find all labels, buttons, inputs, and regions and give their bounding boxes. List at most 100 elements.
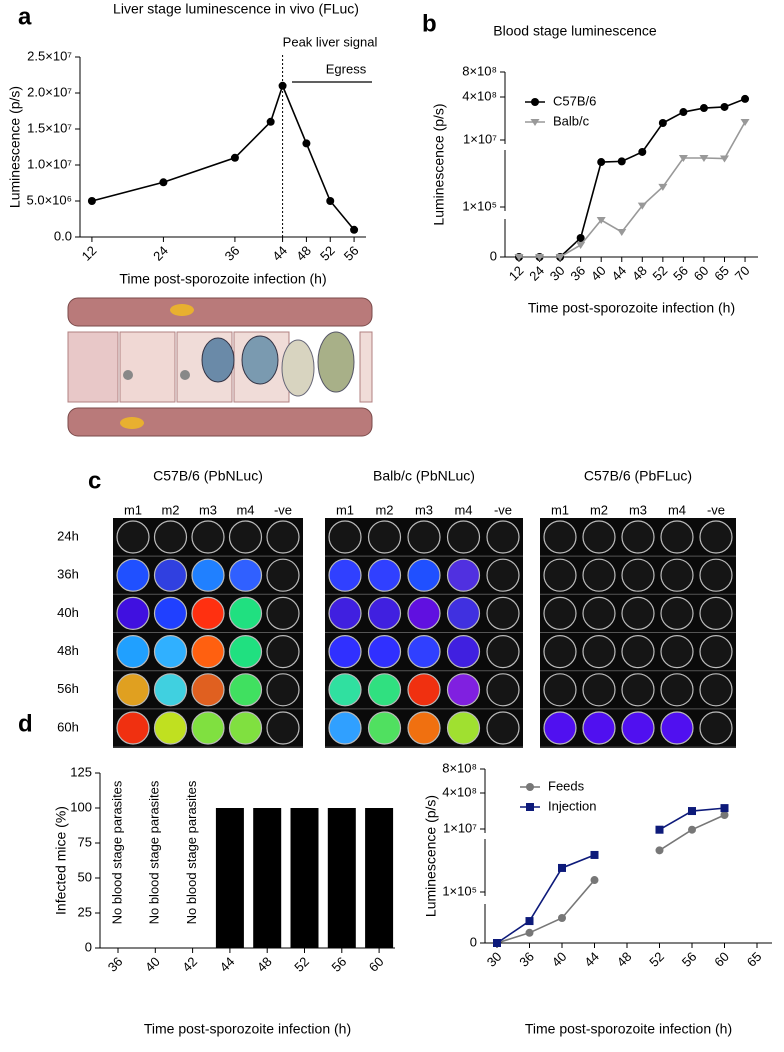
- panel-title: Balb/c (PbNLuc): [373, 468, 475, 484]
- well: [446, 634, 481, 669]
- well: [266, 596, 300, 631]
- well: [621, 596, 655, 631]
- marker: [590, 850, 599, 859]
- well: [543, 634, 577, 669]
- annotation: No blood stage parasites: [184, 780, 199, 924]
- well: [266, 673, 300, 707]
- well: [153, 558, 188, 592]
- x-tick-label: 30: [484, 949, 505, 970]
- x-tick-label: 60: [691, 263, 712, 284]
- y-tick-label: 2.5×10⁷: [27, 48, 72, 63]
- y-tick-label: 75: [78, 834, 92, 849]
- well: [228, 711, 263, 745]
- marker: [576, 242, 586, 249]
- y-tick-label: 1×10⁵: [442, 883, 477, 898]
- column-label: m1: [336, 502, 354, 517]
- hepatocyte: [67, 331, 119, 403]
- vessel: [67, 407, 373, 437]
- marker: [326, 197, 335, 205]
- well: [582, 711, 616, 745]
- kupffer-cell: [170, 304, 194, 316]
- well: [116, 596, 150, 631]
- marker: [637, 202, 647, 210]
- x-tick-label: 40: [588, 263, 609, 284]
- x-tick-label: 48: [254, 954, 275, 975]
- x-tick-label: 56: [341, 243, 362, 264]
- bar: [327, 808, 356, 948]
- well: [191, 596, 225, 631]
- y-tick-label: 1×10⁷: [463, 131, 497, 146]
- well: [446, 596, 481, 631]
- x-tick-label: 65: [711, 263, 732, 284]
- well: [486, 596, 520, 631]
- column-label: m1: [124, 502, 142, 517]
- marker: [638, 147, 647, 156]
- well: [582, 673, 616, 707]
- legend-label: Feeds: [548, 778, 585, 793]
- well: [367, 634, 402, 669]
- bar: [215, 808, 244, 948]
- panel-label: b: [422, 10, 437, 37]
- hepatocyte: [359, 331, 373, 403]
- column-label: -ve: [274, 502, 292, 517]
- well: [116, 711, 150, 745]
- marker: [590, 876, 599, 885]
- y-tick-label: 25: [78, 904, 92, 919]
- vessel: [67, 297, 373, 327]
- x-tick-label: 70: [732, 263, 753, 284]
- well: [328, 711, 362, 745]
- well: [407, 558, 441, 592]
- well: [582, 596, 616, 631]
- marker: [720, 810, 729, 819]
- marker: [525, 928, 534, 937]
- column-label: m1: [551, 502, 569, 517]
- marker: [658, 118, 667, 127]
- x-axis-title: Time post-sporozoite infection (h): [525, 1021, 732, 1037]
- well: [407, 673, 441, 707]
- x-tick-label: 52: [317, 243, 338, 264]
- column-label: m2: [375, 502, 393, 517]
- well: [699, 673, 733, 707]
- well: [660, 634, 694, 669]
- merosome: [317, 331, 355, 393]
- y-axis-title: Infected mice (%): [53, 806, 69, 915]
- well: [446, 711, 481, 745]
- well: [699, 634, 733, 669]
- well: [328, 520, 362, 554]
- column-label: m3: [199, 502, 217, 517]
- column-label: m4: [454, 502, 472, 517]
- well: [660, 520, 694, 554]
- well: [486, 558, 520, 592]
- well: [486, 711, 520, 745]
- well: [446, 673, 481, 707]
- marker: [266, 117, 275, 126]
- panel-label: c: [88, 467, 101, 494]
- bar: [253, 808, 282, 948]
- liver-diagram: [67, 297, 373, 437]
- column-label: -ve: [494, 502, 512, 517]
- y-tick-label: 1×10⁵: [462, 198, 497, 213]
- well: [266, 634, 300, 669]
- column-label: m2: [590, 502, 608, 517]
- well: [660, 596, 694, 631]
- well: [486, 634, 520, 669]
- marker: [350, 225, 359, 234]
- annotation: Peak liver signal: [283, 34, 378, 49]
- panel-label: a: [18, 3, 32, 30]
- x-tick-label: 24: [150, 243, 171, 264]
- well: [228, 596, 263, 631]
- annotation: No blood stage parasites: [109, 780, 124, 924]
- marker: [597, 158, 606, 167]
- well: [153, 673, 188, 707]
- well: [367, 673, 402, 707]
- legend-marker: [531, 98, 539, 106]
- series-line: [519, 121, 746, 258]
- well: [328, 673, 362, 707]
- x-axis-title: Time post-sporozoite infection (h): [144, 1021, 351, 1037]
- well: [407, 520, 441, 554]
- legend-label: C57B/6: [553, 93, 596, 108]
- x-tick-label: 42: [179, 954, 200, 975]
- marker: [302, 139, 311, 148]
